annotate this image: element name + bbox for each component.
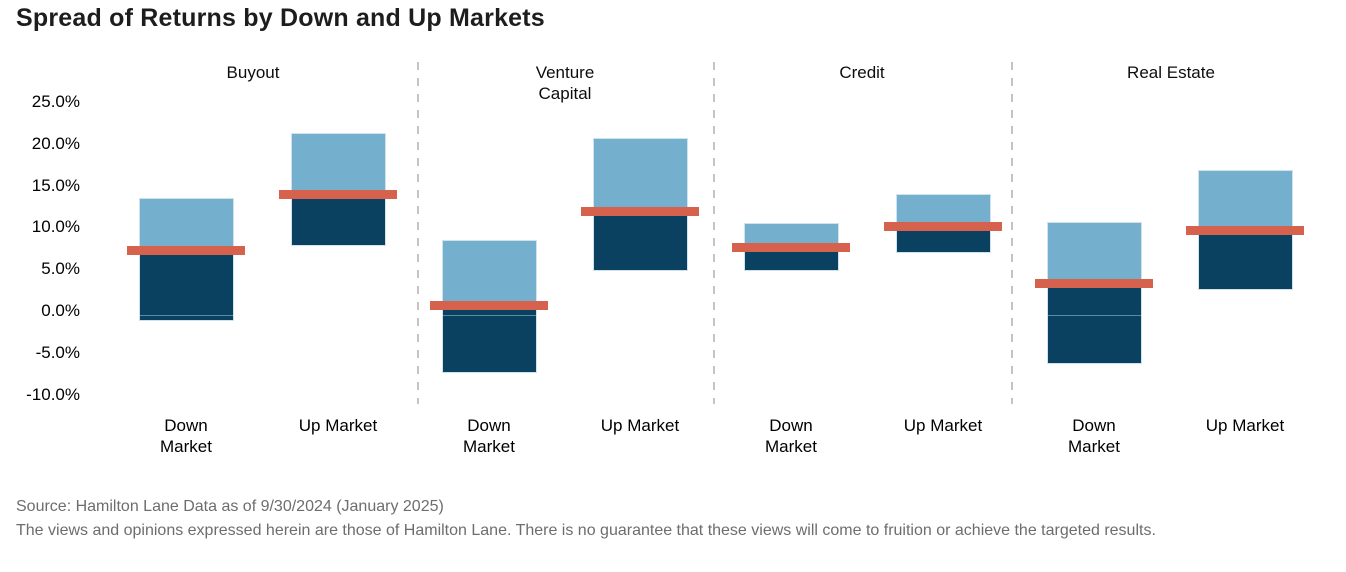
upper-range-segment: [1048, 223, 1141, 284]
category-label-up-market: Up Market: [1205, 416, 1285, 435]
median-marker: [1035, 279, 1153, 288]
disclaimer-note: The views and opinions expressed herein …: [16, 521, 1156, 539]
footer: Source: Hamilton Lane Data as of 9/30/20…: [16, 496, 1296, 541]
y-axis-tick-label: 20.0%: [31, 134, 80, 153]
y-axis-tick-label: 0.0%: [41, 301, 80, 320]
upper-range-segment: [443, 241, 536, 307]
median-marker: [732, 243, 850, 252]
upper-range-segment: [140, 199, 233, 252]
median-marker: [1186, 226, 1304, 235]
median-marker: [430, 301, 548, 310]
category-label-up-market: Up Market: [298, 416, 378, 435]
zero-line-seam: [140, 315, 233, 316]
y-axis-tick-label: -10.0%: [26, 385, 80, 404]
range-bar-buyout-up-market: [291, 133, 386, 246]
upper-range-segment: [292, 134, 385, 196]
chart-title: Spread of Returns by Down and Up Markets: [16, 4, 545, 32]
range-bar-venture-capital-up-market: [593, 138, 688, 271]
y-axis-tick-label: -5.0%: [35, 343, 80, 362]
range-bar-buyout-down-market: [139, 198, 234, 321]
median-marker: [581, 207, 699, 216]
category-label-up-market: Up Market: [600, 416, 680, 435]
median-marker: [279, 190, 397, 199]
category-label-down-market: Down Market: [160, 416, 212, 456]
y-axis-tick-label: 5.0%: [41, 259, 80, 278]
group-header-buyout: Buyout: [226, 63, 280, 82]
y-axis-tick-label: 25.0%: [31, 92, 80, 111]
category-label-down-market: Down Market: [1068, 416, 1120, 456]
category-label-down-market: Down Market: [463, 416, 515, 456]
range-bar-real-estate-down-market: [1047, 222, 1142, 364]
y-axis-tick-label: 10.0%: [31, 217, 80, 236]
median-marker: [127, 246, 245, 255]
y-axis-tick-label: 15.0%: [31, 176, 80, 195]
category-label-up-market: Up Market: [903, 416, 983, 435]
group-header-venture-capital: Venture Capital: [535, 63, 595, 103]
zero-line-seam: [443, 315, 536, 316]
group-header-credit: Credit: [839, 63, 885, 82]
zero-line-seam: [1048, 315, 1141, 316]
category-label-down-market: Down Market: [765, 416, 817, 456]
upper-range-segment: [594, 139, 687, 213]
group-header-real-estate: Real Estate: [1127, 63, 1215, 82]
median-marker: [884, 222, 1002, 231]
upper-range-segment: [1199, 171, 1292, 231]
source-note: Source: Hamilton Lane Data as of 9/30/20…: [16, 498, 444, 515]
